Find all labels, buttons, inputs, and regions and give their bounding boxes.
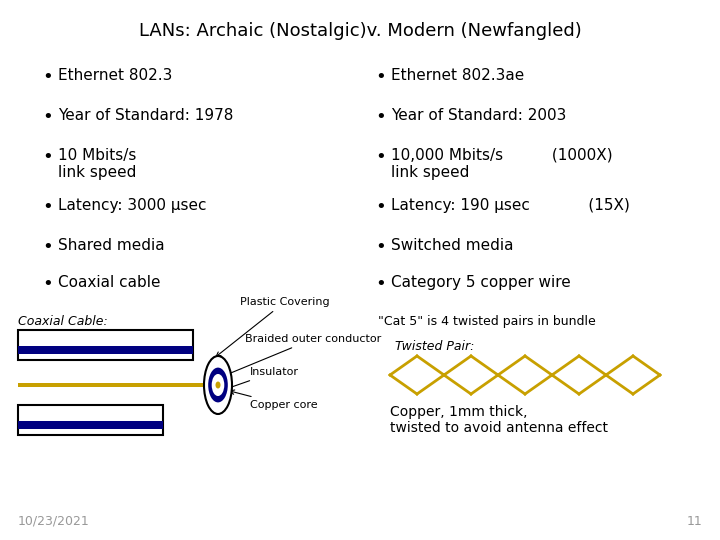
Text: •: • (375, 198, 386, 216)
Text: Copper, 1mm thick,
twisted to avoid antenna effect: Copper, 1mm thick, twisted to avoid ante… (390, 405, 608, 435)
Text: Latency: 190 μsec            (15X): Latency: 190 μsec (15X) (391, 198, 630, 213)
Bar (18, 383, 218, 387)
Text: 10/23/2021: 10/23/2021 (18, 515, 90, 528)
Text: •: • (375, 68, 386, 86)
Text: Plastic Covering: Plastic Covering (216, 297, 330, 356)
Text: •: • (42, 148, 53, 166)
Text: Copper core: Copper core (230, 390, 318, 410)
Ellipse shape (212, 374, 225, 396)
Text: Braided outer conductor: Braided outer conductor (225, 334, 382, 376)
Text: •: • (375, 238, 386, 256)
Text: •: • (375, 148, 386, 166)
Text: Insulator: Insulator (227, 367, 299, 389)
Text: Year of Standard: 2003: Year of Standard: 2003 (391, 108, 567, 123)
Text: LANs: Archaic (Nostalgic)v. Modern (Newfangled): LANs: Archaic (Nostalgic)v. Modern (Newf… (139, 22, 581, 40)
Ellipse shape (204, 356, 232, 414)
Text: Shared media: Shared media (58, 238, 165, 253)
Text: •: • (42, 238, 53, 256)
Text: •: • (42, 108, 53, 126)
Text: 10,000 Mbits/s          (1000X)
link speed: 10,000 Mbits/s (1000X) link speed (391, 148, 613, 180)
Ellipse shape (215, 382, 220, 388)
Text: Category 5 copper wire: Category 5 copper wire (391, 275, 571, 290)
Bar (18, 405, 163, 435)
Text: Switched media: Switched media (391, 238, 513, 253)
Text: Ethernet 802.3ae: Ethernet 802.3ae (391, 68, 524, 83)
Ellipse shape (208, 368, 228, 402)
Text: •: • (42, 198, 53, 216)
Bar (18, 346, 193, 354)
Text: Coaxial Cable:: Coaxial Cable: (18, 315, 108, 328)
Text: Ethernet 802.3: Ethernet 802.3 (58, 68, 172, 83)
Text: 11: 11 (686, 515, 702, 528)
Text: Year of Standard: 1978: Year of Standard: 1978 (58, 108, 233, 123)
Text: •: • (42, 68, 53, 86)
Text: 10 Mbits/s
link speed: 10 Mbits/s link speed (58, 148, 136, 180)
Text: Latency: 3000 μsec: Latency: 3000 μsec (58, 198, 207, 213)
Bar (18, 330, 193, 360)
Bar (18, 421, 163, 429)
Text: Coaxial cable: Coaxial cable (58, 275, 161, 290)
Text: •: • (375, 275, 386, 293)
Text: Twisted Pair:: Twisted Pair: (395, 340, 474, 353)
Text: •: • (42, 275, 53, 293)
Text: •: • (375, 108, 386, 126)
Text: "Cat 5" is 4 twisted pairs in bundle: "Cat 5" is 4 twisted pairs in bundle (378, 315, 595, 328)
